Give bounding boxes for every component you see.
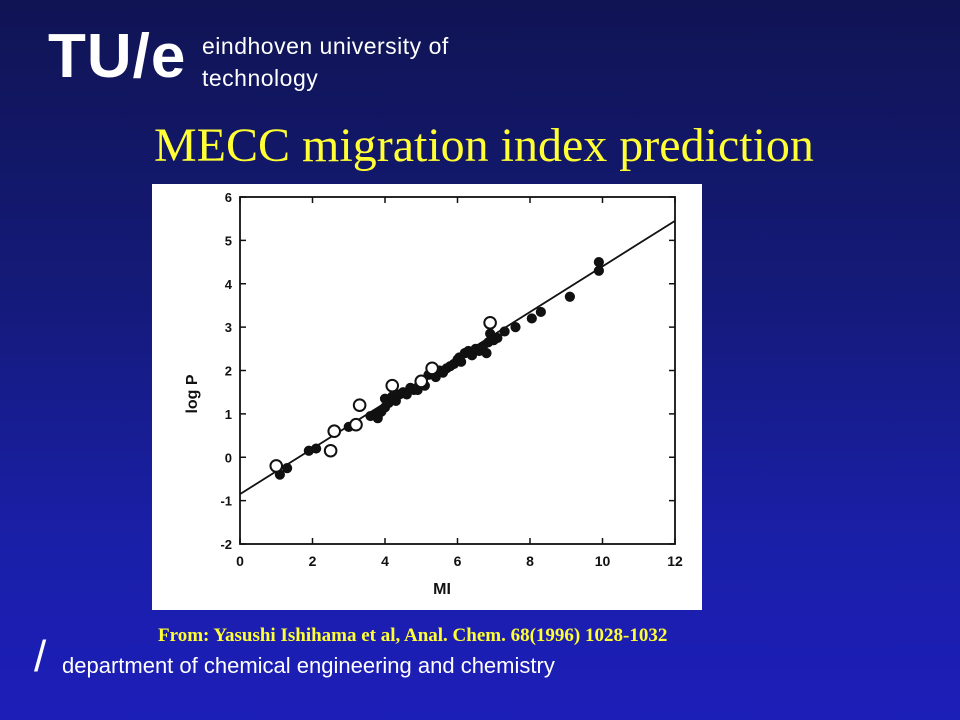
open-circle-point xyxy=(483,315,497,330)
department-name: department of chemical engineering and c… xyxy=(62,653,555,678)
filled-circle-point xyxy=(564,291,575,302)
slide-title: MECC migration index prediction xyxy=(154,119,814,172)
x-tick-label: 0 xyxy=(236,553,244,569)
open-circle-point xyxy=(327,424,342,439)
y-tick-label: -1 xyxy=(220,494,232,509)
filled-circle-point xyxy=(593,265,604,276)
x-tick-label: 6 xyxy=(454,553,462,569)
y-tick-label: 4 xyxy=(225,277,233,292)
open-circle-point xyxy=(352,398,367,412)
filled-circle-point xyxy=(456,356,467,367)
footer-slash: / xyxy=(34,632,47,681)
x-tick-label: 2 xyxy=(309,553,317,569)
open-circle-point xyxy=(425,361,439,376)
y-tick-label: 2 xyxy=(225,364,232,379)
open-circle-point xyxy=(385,378,400,393)
open-circle-point xyxy=(269,459,284,473)
open-circle-point xyxy=(414,374,429,389)
filled-circle-point xyxy=(535,306,546,318)
filled-circle-point xyxy=(311,443,322,454)
y-tick-label: -2 xyxy=(220,537,232,552)
plot-frame xyxy=(239,196,676,545)
y-tick-label: 1 xyxy=(225,407,232,422)
y-tick-label: 3 xyxy=(225,320,232,335)
open-circle-point xyxy=(349,417,363,432)
scatter-chart: 0 2 4 6 8 10 12 -2 -1 0 1 2 3 4 5 6 MI log P xyxy=(152,184,702,610)
filled-circle-point xyxy=(282,462,293,474)
open-circle-point xyxy=(323,443,338,458)
university-name-line1: eindhoven university of xyxy=(202,33,449,59)
university-name: eindhoven university of technology xyxy=(202,30,522,94)
y-axis-label: log P xyxy=(184,374,201,413)
data-points xyxy=(269,256,604,480)
filled-circle-point xyxy=(510,322,521,333)
filled-circle-point xyxy=(492,332,503,344)
x-tick-label: 12 xyxy=(667,553,683,569)
tue-logo: TU/e xyxy=(48,22,187,91)
university-name-line2: technology xyxy=(202,65,319,91)
x-axis-label: MI xyxy=(433,581,451,598)
filled-circle-point xyxy=(593,256,604,268)
y-tick-label: 0 xyxy=(225,450,232,465)
x-tick-label: 10 xyxy=(595,553,611,569)
y-tick-label: 5 xyxy=(225,233,232,248)
y-tick-label: 6 xyxy=(225,190,232,205)
filled-circle-point xyxy=(526,313,537,324)
source-citation: From: Yasushi Ishihama et al, Anal. Chem… xyxy=(158,625,668,646)
filled-circle-point xyxy=(499,326,510,337)
x-tick-label: 4 xyxy=(381,553,389,569)
x-tick-label: 8 xyxy=(526,553,534,569)
filled-circle-point xyxy=(481,348,492,359)
